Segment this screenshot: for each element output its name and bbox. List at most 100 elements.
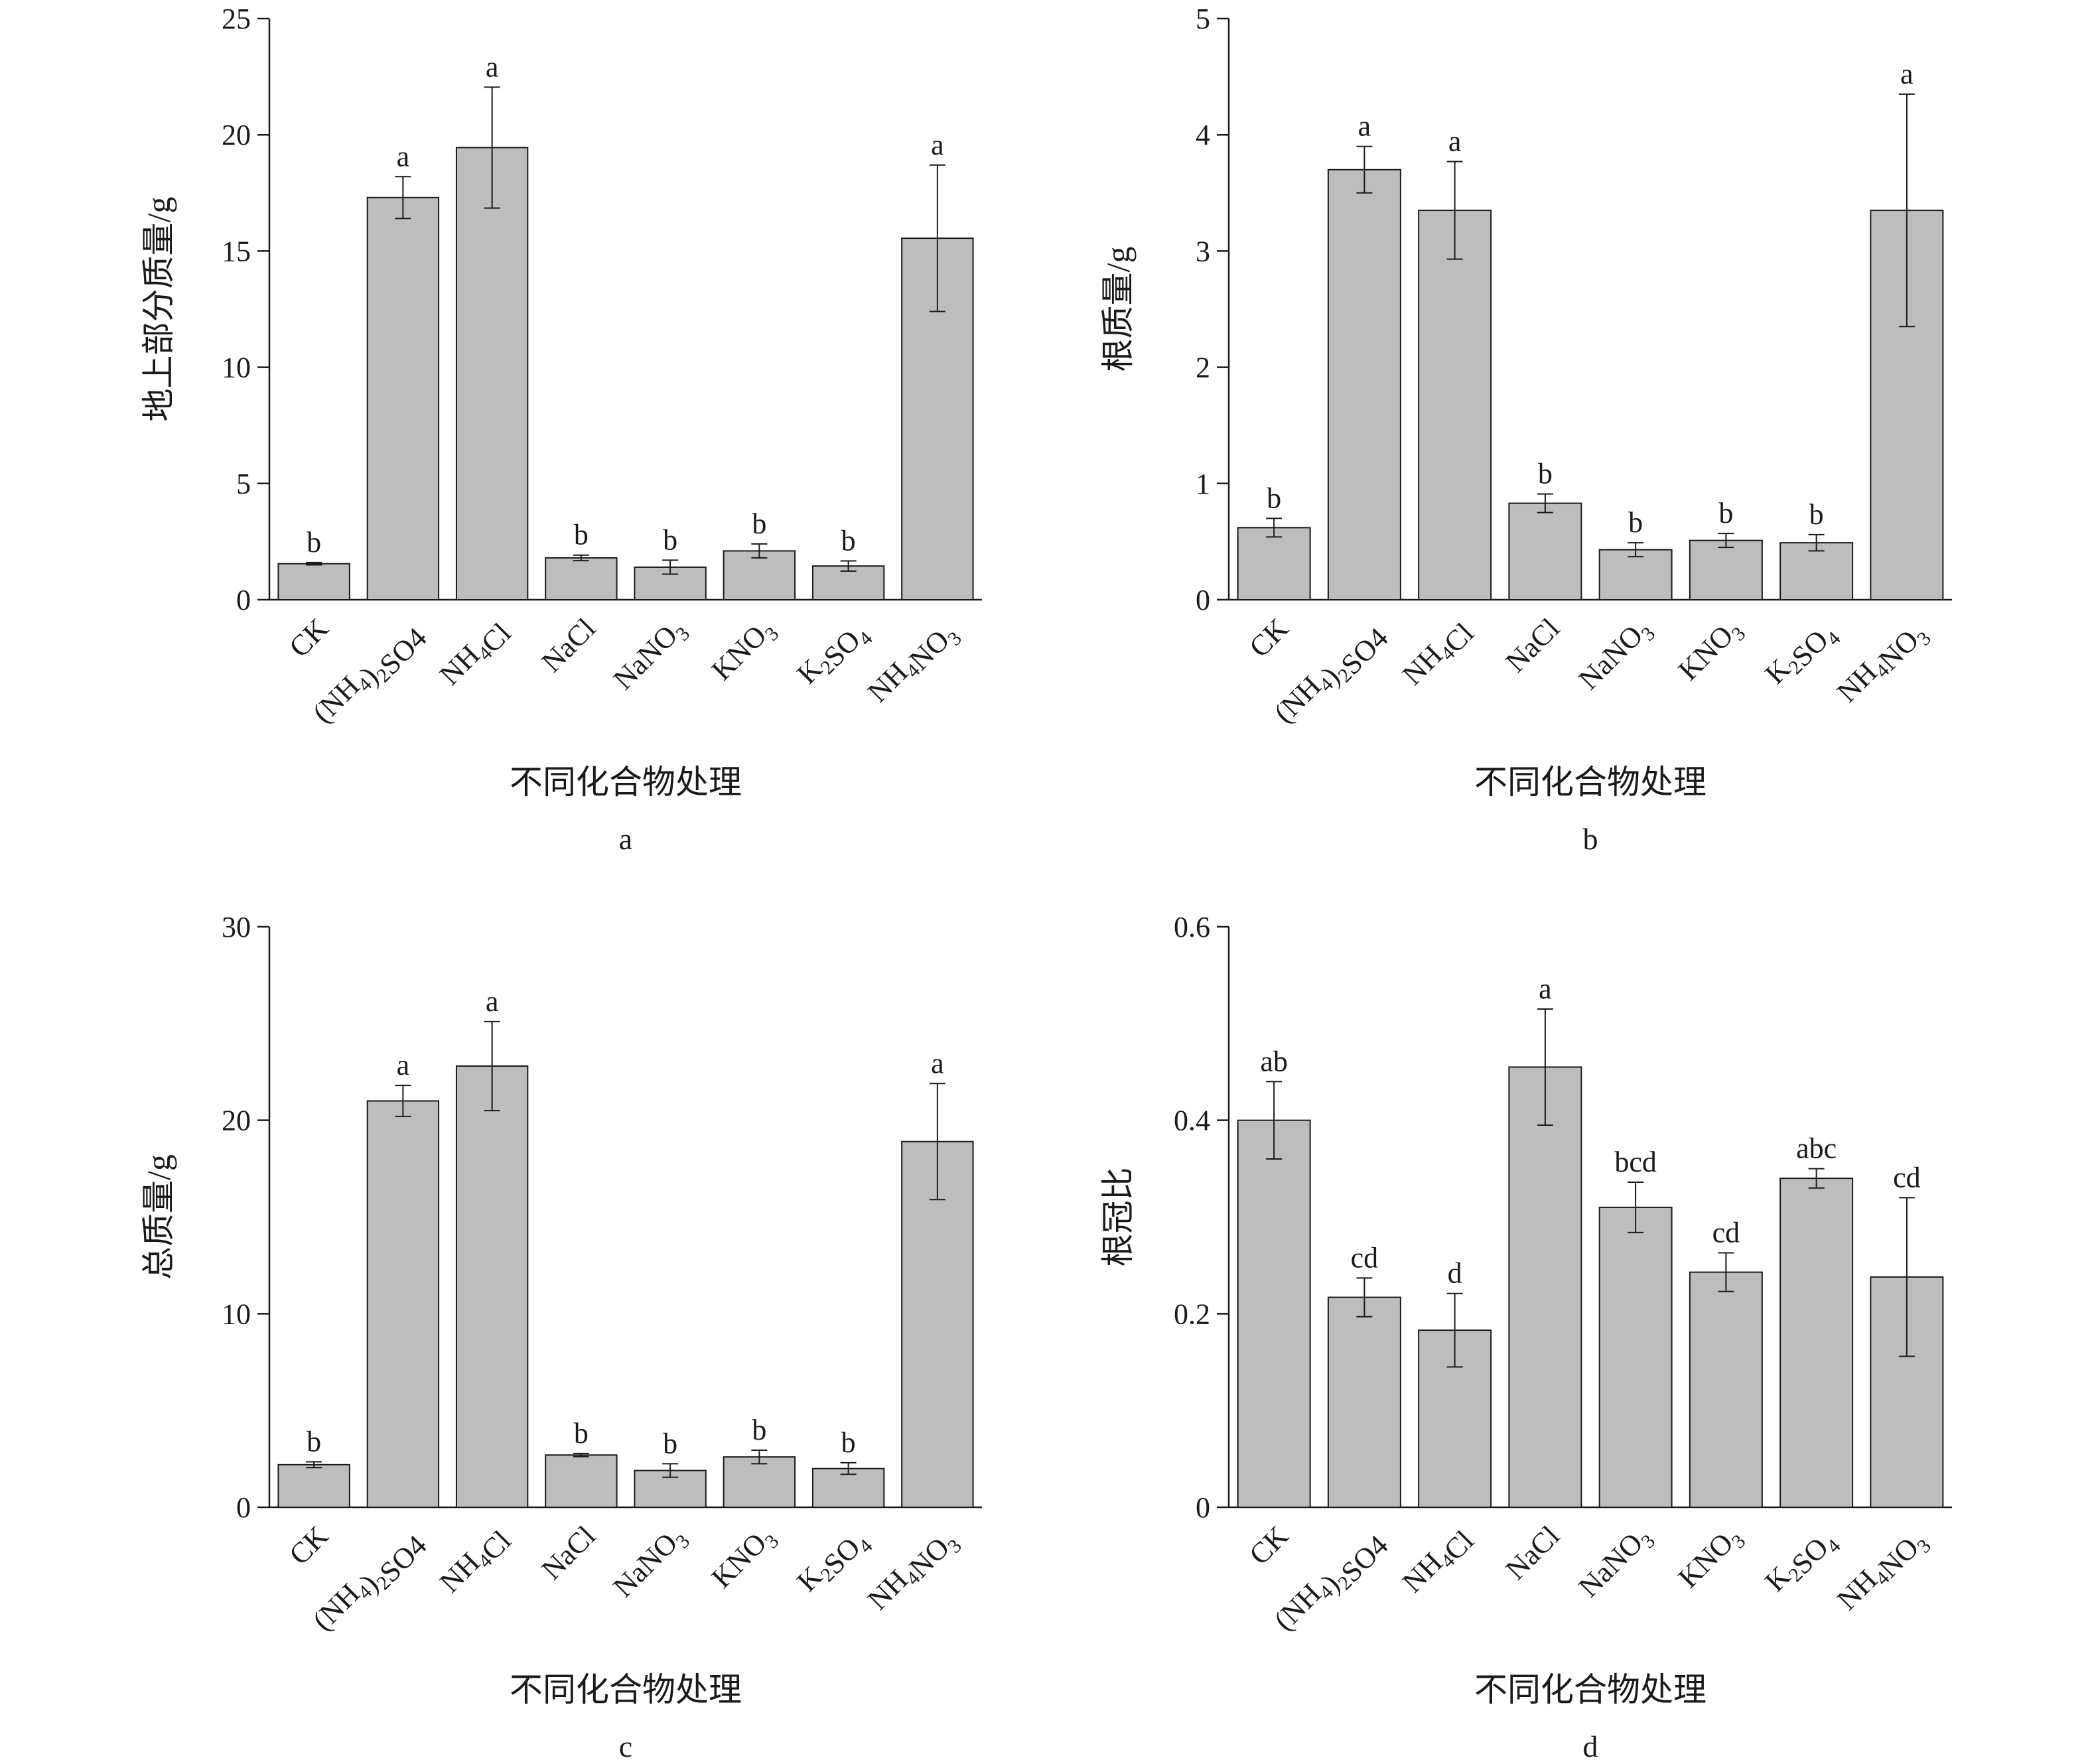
error-bar: [840, 1461, 857, 1475]
significance-label: bcd: [1614, 1146, 1657, 1178]
bar: [1779, 542, 1854, 600]
y-tick-label: 0: [1196, 1491, 1210, 1524]
error-bar: [1446, 161, 1463, 260]
y-tick-label: 5: [1196, 3, 1210, 35]
category-label: CK: [1243, 1519, 1294, 1571]
error-bar: [1266, 1081, 1283, 1160]
bar: [1327, 169, 1401, 600]
significance-label: b: [1628, 506, 1643, 539]
y-tick-label: 1: [1196, 468, 1210, 500]
significance-label: b: [1809, 498, 1824, 531]
error-bar: [306, 561, 322, 566]
error-bar: [840, 560, 857, 572]
significance-label: ab: [1260, 1045, 1288, 1077]
bar: [366, 1100, 440, 1508]
y-tick-label: 4: [1196, 119, 1210, 151]
bar: [455, 1065, 529, 1508]
category-label: KNO3: [1672, 612, 1750, 690]
category-label: KNO3: [705, 612, 784, 690]
bar: [545, 557, 618, 600]
y-tick-label: 0.2: [1174, 1298, 1210, 1330]
category-label: NaCl: [1499, 612, 1566, 678]
bar: [1237, 527, 1311, 600]
significance-label: b: [307, 1425, 321, 1458]
bar: [1418, 210, 1492, 600]
error-bar: [484, 1020, 500, 1112]
significance-label: b: [574, 519, 589, 551]
y-tick-label: 30: [222, 911, 251, 943]
bar: [723, 550, 796, 601]
category-label: CK: [283, 1519, 334, 1571]
category-label: NaNO3: [1572, 612, 1659, 699]
error-bar: [1718, 533, 1734, 549]
y-tick-label: 0.6: [1174, 911, 1210, 943]
panel-letter: b: [1583, 822, 1598, 856]
error-bar: [1718, 1252, 1734, 1292]
significance-label: a: [1900, 58, 1914, 90]
bar: [1779, 1178, 1854, 1508]
category-label: CK: [283, 612, 334, 663]
y-tick-label: 5: [236, 468, 251, 500]
error-bar: [1266, 517, 1283, 538]
significance-label: cd: [1712, 1216, 1740, 1249]
panel-letter: c: [619, 1730, 632, 1763]
significance-label: b: [574, 1417, 589, 1450]
error-bar: [751, 543, 768, 559]
category-label: NaNO3: [607, 612, 694, 699]
y-tick-label: 15: [222, 235, 251, 267]
significance-label: b: [841, 1426, 856, 1459]
y-tick-label: 0: [1196, 584, 1210, 616]
y-tick-label: 10: [222, 352, 251, 384]
error-bar: [1628, 542, 1644, 558]
category-label: NH4NO3: [861, 1519, 966, 1624]
bar: [277, 1463, 350, 1508]
error-bar: [662, 1463, 679, 1478]
significance-label: a: [931, 1047, 944, 1079]
error-bar: [573, 1452, 589, 1458]
significance-label: b: [1538, 458, 1553, 490]
error-bar: [484, 86, 500, 209]
significance-label: a: [397, 140, 410, 172]
significance-label: a: [486, 985, 499, 1018]
chart-panel-d: 00.20.40.6abCKcd(NH4)2SO4dNH4ClaNaClbcdN…: [1099, 911, 1952, 1763]
category-label: KNO3: [705, 1519, 784, 1597]
significance-label: a: [1448, 125, 1462, 157]
error-bar: [1808, 533, 1825, 552]
y-axis-title: 根冠比: [1099, 1168, 1137, 1267]
error-bar: [395, 1085, 411, 1117]
bar: [1598, 1206, 1673, 1508]
y-tick-label: 25: [222, 3, 251, 35]
bar: [277, 563, 350, 600]
significance-label: b: [752, 508, 766, 540]
error-bar: [1808, 1168, 1825, 1189]
error-bar: [1356, 1277, 1373, 1318]
x-axis-title: 不同化合物处理: [1474, 1671, 1707, 1708]
category-label: NaCl: [535, 612, 602, 678]
bar: [1237, 1119, 1311, 1508]
significance-label: abc: [1796, 1132, 1837, 1165]
category-label: NaNO3: [1572, 1519, 1659, 1606]
error-bar: [751, 1449, 768, 1465]
category-label: NH4NO3: [1831, 612, 1935, 716]
bar: [1508, 1066, 1582, 1509]
significance-label: b: [663, 523, 677, 556]
significance-label: b: [752, 1414, 766, 1446]
category-label: CK: [1243, 612, 1294, 663]
error-bar: [1356, 145, 1373, 194]
bar: [1689, 539, 1763, 601]
significance-label: cd: [1893, 1161, 1921, 1193]
y-axis-title: 总质量/g: [140, 1154, 177, 1280]
bar: [1508, 502, 1582, 600]
significance-label: b: [1718, 497, 1733, 529]
bar: [1598, 549, 1673, 600]
y-tick-label: 0: [236, 584, 251, 616]
error-bar: [1898, 93, 1915, 328]
panel-letter: d: [1583, 1730, 1598, 1763]
significance-label: a: [1358, 110, 1371, 143]
error-bar: [929, 1083, 945, 1201]
significance-label: a: [1539, 973, 1552, 1005]
x-axis-title: 不同化合物处理: [1474, 764, 1707, 801]
y-tick-label: 20: [222, 1105, 251, 1137]
panel-letter: a: [619, 822, 632, 856]
